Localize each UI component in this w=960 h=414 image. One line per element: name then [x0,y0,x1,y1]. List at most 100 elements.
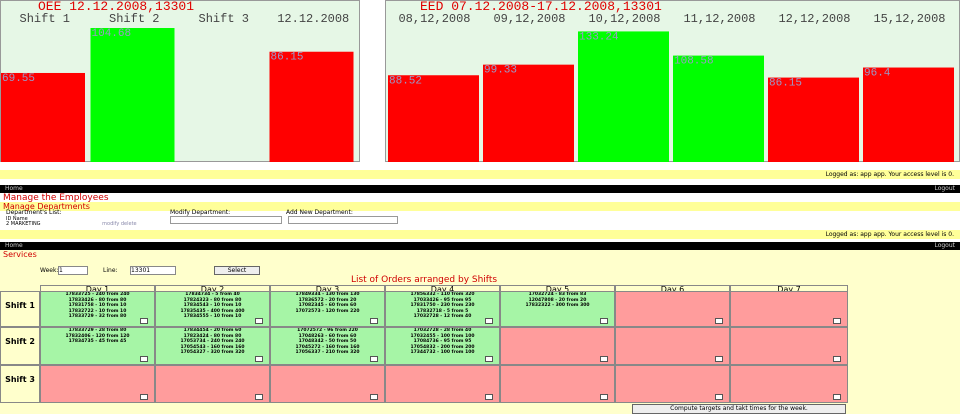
bar-label: 96.4 [864,68,891,80]
order-cell [730,291,848,327]
checkbox[interactable] [370,394,378,400]
logout-link[interactable]: Logout [934,242,955,249]
checkbox[interactable] [255,318,263,324]
order-entry: 17056337 - 210 from 320 [295,350,360,356]
modify-label: Modify Department: [170,209,231,216]
bar [578,31,669,162]
bar-label: 88.52 [389,75,422,87]
order-entry: 17824323 - 80 from 80 [183,297,242,303]
bar [388,75,479,162]
checkbox[interactable] [140,356,148,362]
order-entry: 17344732 - 100 from 100 [410,350,475,356]
checkbox[interactable] [255,356,263,362]
checkbox[interactable] [600,318,608,324]
checkbox[interactable] [715,356,723,362]
home-link[interactable]: Home [5,185,23,192]
oee-title: OEE 12.12.2008,13301 [38,0,194,14]
bar-label: 86.15 [271,52,304,64]
order-entry: 17832406 - 120 from 120 [65,333,130,339]
order-cell: 17072572 - 96 from 220 17048263 - 60 from… [270,327,385,365]
order-entry: 17054327 - 320 from 320 [180,350,245,356]
delete-link[interactable]: delete [120,221,137,227]
select-button[interactable]: Select [214,266,260,275]
order-cell [500,327,615,365]
table-title: List of Orders arranged by Shifts [350,275,498,285]
x-label: 12.12.2008 [277,12,349,26]
list-label: Department's List: [6,209,62,216]
checkbox[interactable] [255,394,263,400]
line-select[interactable]: 13301 [130,266,176,275]
order-entry: 17833725 - 240 from 240 [65,292,130,297]
order-entry: 17032724 - 83 from 83 [528,292,587,297]
bar [269,51,354,163]
order-entry: 17856332 - 110 from 320 [410,292,475,297]
order-entry: 17849334 - 130 from 130 [295,292,360,297]
checkbox[interactable] [600,394,608,400]
bar-label: 69.55 [2,73,35,85]
compute-button[interactable]: Compute targets and takt times for the w… [632,404,846,414]
checkbox[interactable] [485,356,493,362]
bar [1,72,85,162]
nav-bar: Home Logout [0,185,960,193]
x-label: 09,12,2008 [493,12,565,26]
checkbox[interactable] [140,318,148,324]
bar-label: 99.33 [484,65,517,77]
week-select[interactable]: 1 [58,266,88,275]
home-link[interactable]: Home [5,242,23,249]
charts: OEE 12.12.2008,13301 EED 07.12.2008-17.1… [0,0,960,163]
dept-row: 2 MARKETING [6,221,41,227]
order-cell [500,365,615,403]
checkbox[interactable] [833,394,841,400]
order-entry: 17048342 - 50 from 50 [298,339,357,345]
checkbox[interactable] [485,394,493,400]
checkbox[interactable] [140,394,148,400]
checkbox[interactable] [833,318,841,324]
order-entry: 17084736 - 95 from 95 [413,339,472,345]
order-cell [40,365,155,403]
order-entry: 17831758 - 10 from 10 [68,303,127,309]
modify-link[interactable]: modify [102,221,120,227]
order-entry: 17833729 - 28 from 80 [68,328,127,333]
bar [863,67,954,162]
order-entry: 17834555 - 10 from 10 [183,314,242,320]
order-entry: 12047808 - 20 from 20 [528,297,587,303]
bar [483,64,574,162]
order-entry: 17835435 - 400 from 400 [180,308,245,314]
bar [673,55,764,162]
status-bar: Logged as: app app. Your access level is… [0,170,960,179]
order-entry: 17832322 - 300 from 300 [525,303,590,309]
order-entry: 17833729 - 32 from 80 [68,314,127,320]
bar-label: 108.58 [674,56,714,68]
order-cell: 17834454 - 20 from 60 17823424 - 80 from … [155,327,270,365]
order-entry: 17834543 - 10 from 10 [183,303,242,309]
order-entry: 17832718 - 5 from 5 [416,308,469,314]
order-entry: 17833426 - 80 from 80 [68,297,127,303]
order-entry: 17054543 - 160 from 160 [180,344,245,350]
order-cell: 17833729 - 28 from 80 17832406 - 120 from… [40,327,155,365]
add-input[interactable] [288,216,398,224]
order-entry: 17834734 - 5 from 40 [185,292,240,297]
checkbox[interactable] [715,394,723,400]
modify-input[interactable] [170,216,282,224]
checkbox[interactable] [485,318,493,324]
checkbox[interactable] [370,318,378,324]
order-cell [615,327,730,365]
bar [90,28,175,163]
eed-title: EED 07.12.2008-17.12.2008,13301 [420,0,662,14]
order-cell: 17833725 - 240 from 240 17833426 - 80 fro… [40,291,155,327]
checkbox[interactable] [600,356,608,362]
order-cell [615,365,730,403]
order-entry: 17032728 - 12 from 40 [413,314,472,320]
order-entry: 17054832 - 200 from 200 [410,344,475,350]
x-label: Shift 3 [199,12,249,26]
checkbox[interactable] [715,318,723,324]
departments-title: Manage Departments [0,202,960,211]
order-cell [270,365,385,403]
order-entry: 17082345 - 60 from 60 [298,303,357,309]
order-entry: 17053734 - 240 from 240 [180,339,245,345]
nav-bar: Home Logout [0,242,960,250]
checkbox[interactable] [370,356,378,362]
checkbox[interactable] [833,356,841,362]
logout-link[interactable]: Logout [934,185,955,192]
